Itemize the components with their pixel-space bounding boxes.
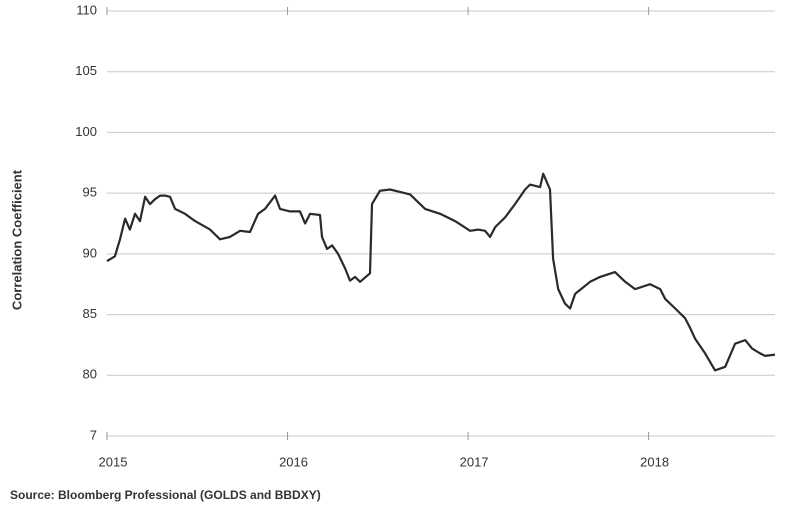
y-tick-label: 100 <box>75 124 97 139</box>
y-tick-label: 85 <box>83 306 97 321</box>
y-tick-label: 7 <box>90 427 97 442</box>
y-tick-label: 95 <box>83 185 97 200</box>
x-tick-label: 2016 <box>279 454 308 469</box>
y-tick-label: 105 <box>75 63 97 78</box>
x-tick-label: 2017 <box>460 454 489 469</box>
y-axis-label: Correlation Coefficient <box>9 169 24 310</box>
y-tick-label: 90 <box>83 245 97 260</box>
y-tick-label: 80 <box>83 367 97 382</box>
x-tick-label: 2018 <box>640 454 669 469</box>
source-note: Source: Bloomberg Professional (GOLDS an… <box>10 488 321 502</box>
data-line <box>106 172 776 372</box>
y-tick-label: 110 <box>76 2 97 17</box>
x-tick-label: 2015 <box>99 454 128 469</box>
